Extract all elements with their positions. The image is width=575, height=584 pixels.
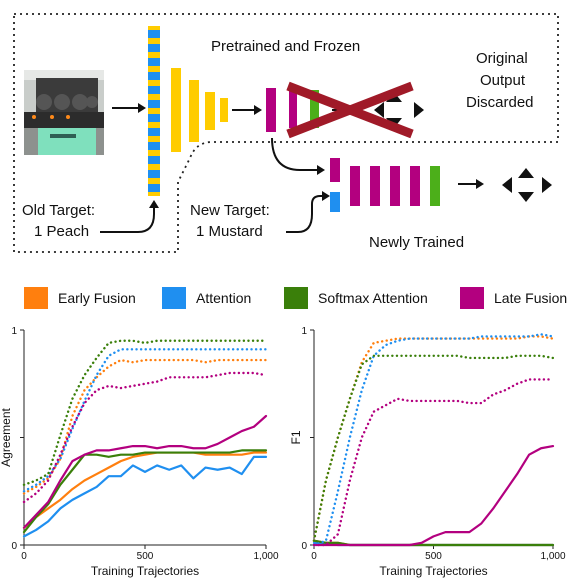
architecture-diagram [13,13,559,253]
series-line-attention-solid [22,455,268,538]
y-tick-label: 1 [11,326,17,337]
x-axis-label: Training Trajectories [379,564,487,578]
series-line-attention-dotted [22,348,268,493]
discarded-output-head [286,81,424,139]
y-tick-label: 0 [11,541,17,552]
legend-item-attention: Attention [162,286,251,310]
new-target-label-line1: New Target: [190,202,270,219]
pretrained-frozen-label: Pretrained and Frozen [211,38,361,55]
shared-feature-block [266,88,276,132]
x-tick-label: 500 [425,551,442,562]
x-axis-label: Training Trajectories [91,564,199,578]
y-tick-label: 0 [301,541,307,552]
legend-swatch [460,287,484,309]
direction-cross-icon [502,168,552,202]
series-line-softmax-attention-dotted [312,354,555,542]
x-tick-label: 500 [137,551,154,562]
arrow-icon [254,105,262,115]
feature-column [148,26,160,196]
input-camera-image [24,70,104,155]
series-line-late-fusion-dotted [312,378,555,547]
legend-label: Attention [196,290,252,306]
legend-label: Late Fusion [494,290,568,306]
series-line-early-fusion-solid [22,451,268,529]
legend-swatch [162,287,186,309]
series-line-softmax-attention-dotted [22,339,268,487]
legend-item-late-fusion: Late Fusion [460,286,567,310]
y-tick-label: 1 [301,326,307,337]
y-axis-label: F1 [289,430,303,444]
series-line-late-fusion-solid [22,414,268,529]
old-target-label-line1: Old Target: [22,202,96,219]
series-line-late-fusion-dotted [22,371,268,504]
original-output-label-line2: Output [480,72,526,89]
x-tick-label: 0 [311,551,317,562]
original-output-label-line1: Original [476,50,528,67]
arrow-icon [138,103,146,113]
encoder-layers [171,68,228,152]
original-output-label-line3: Discarded [466,94,534,111]
series-line-early-fusion-dotted [22,358,268,495]
y-axis-label: Agreement [0,407,13,466]
legend-swatch [284,287,308,309]
legend-swatch [24,287,48,309]
series-line-attention-dotted [312,333,555,547]
f1-chart: 0 500 1,000 0 1 Training Trajectories F1 [289,326,566,578]
legend-item-early-fusion: Early Fusion [24,286,136,310]
new-output-head [330,158,552,212]
x-tick-label: 0 [21,551,27,562]
series-line-softmax-attention-solid [22,449,268,534]
x-tick-label: 1,000 [540,551,565,562]
agreement-chart: 0 500 1,000 0 1 Training Trajectories Agreemen… [0,326,279,578]
legend-label: Softmax Attention [318,290,428,306]
series-line-late-fusion-solid [312,445,555,547]
x-tick-label: 1,000 [253,551,278,562]
newly-trained-label: Newly Trained [369,234,465,251]
legend-label: Early Fusion [58,290,136,306]
series-line-early-fusion-dotted [312,335,555,542]
frozen-region-boundary [13,13,559,253]
new-target-label-line2: 1 Mustard [196,223,263,240]
legend-item-softmax-attention: Softmax Attention [284,286,428,310]
old-target-label-line2: 1 Peach [34,223,90,240]
